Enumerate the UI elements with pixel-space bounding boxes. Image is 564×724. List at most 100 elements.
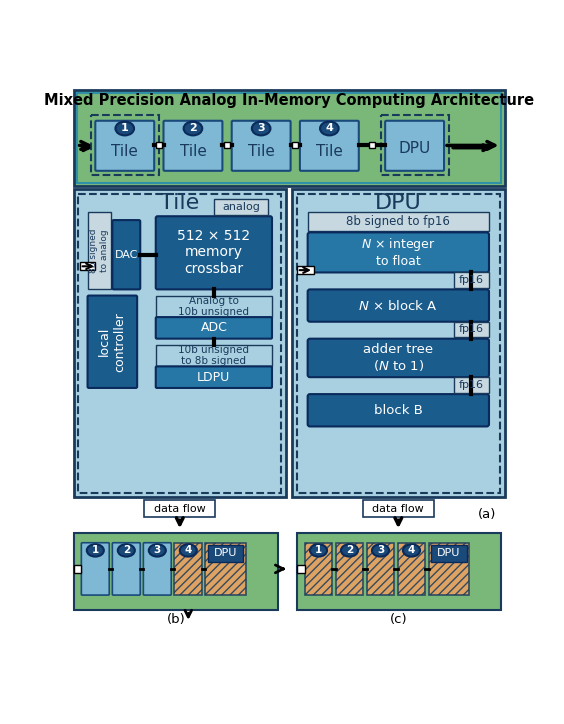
Text: Tile: Tile: [316, 144, 343, 159]
Bar: [208, 545, 243, 562]
Text: ADC: ADC: [200, 321, 227, 334]
FancyBboxPatch shape: [307, 232, 489, 272]
Text: Tile: Tile: [248, 144, 275, 159]
Bar: [292, 189, 505, 497]
FancyBboxPatch shape: [164, 121, 222, 171]
Bar: [381, 114, 449, 175]
Ellipse shape: [184, 122, 202, 135]
Text: 2: 2: [189, 124, 197, 133]
Text: Tile: Tile: [179, 144, 206, 159]
Text: Tile: Tile: [111, 144, 138, 159]
Text: 4: 4: [408, 545, 415, 555]
FancyBboxPatch shape: [87, 295, 137, 388]
Bar: [144, 500, 215, 518]
Text: (a): (a): [478, 508, 497, 521]
Text: DPU: DPU: [399, 141, 431, 156]
Bar: [297, 565, 305, 573]
Text: fp16: fp16: [459, 275, 484, 285]
Ellipse shape: [341, 544, 358, 557]
Bar: [297, 534, 501, 610]
Text: Analog to
10b unsigned: Analog to 10b unsigned: [178, 295, 249, 317]
FancyBboxPatch shape: [307, 394, 489, 426]
Text: 8b signed
to analog: 8b signed to analog: [90, 229, 109, 273]
Bar: [454, 321, 489, 337]
Ellipse shape: [118, 544, 135, 557]
Text: 4: 4: [325, 124, 333, 133]
Text: LDPU: LDPU: [197, 371, 231, 384]
Text: data flow: data flow: [154, 504, 206, 514]
Text: 3: 3: [377, 545, 384, 555]
Ellipse shape: [149, 544, 166, 557]
Bar: [454, 272, 489, 288]
Bar: [454, 377, 489, 392]
Bar: [297, 266, 314, 274]
Bar: [307, 212, 489, 231]
FancyBboxPatch shape: [112, 543, 140, 595]
Text: 3: 3: [257, 124, 265, 133]
Text: fp16: fp16: [459, 324, 484, 334]
Text: block B: block B: [374, 404, 423, 417]
Bar: [429, 543, 469, 595]
Text: DPU: DPU: [214, 549, 237, 558]
Text: 1: 1: [121, 124, 129, 133]
FancyBboxPatch shape: [385, 121, 444, 171]
Text: 4: 4: [184, 545, 192, 555]
Text: 2: 2: [123, 545, 130, 555]
Text: 512 × 512
memory
crossbar: 512 × 512 memory crossbar: [177, 230, 250, 276]
Text: analog: analog: [222, 202, 260, 212]
Text: Tile: Tile: [160, 193, 200, 213]
Text: (b): (b): [166, 613, 186, 626]
FancyBboxPatch shape: [232, 121, 290, 171]
Text: 2: 2: [346, 545, 353, 555]
Ellipse shape: [87, 544, 104, 557]
Ellipse shape: [116, 122, 134, 135]
Ellipse shape: [403, 544, 420, 557]
Ellipse shape: [310, 544, 327, 557]
Bar: [156, 143, 162, 148]
Bar: [73, 534, 278, 610]
Bar: [91, 114, 159, 175]
Bar: [367, 543, 394, 595]
FancyBboxPatch shape: [156, 216, 272, 290]
Bar: [431, 545, 466, 562]
Bar: [369, 143, 375, 148]
FancyBboxPatch shape: [112, 220, 140, 290]
Bar: [73, 189, 286, 497]
Bar: [336, 543, 363, 595]
Bar: [156, 345, 272, 366]
Ellipse shape: [320, 122, 338, 135]
Bar: [214, 199, 268, 215]
Text: DPU: DPU: [375, 193, 422, 213]
Bar: [297, 194, 500, 492]
Text: local
controller: local controller: [98, 312, 126, 371]
Text: 10b unsigned
to 8b signed: 10b unsigned to 8b signed: [178, 345, 249, 366]
Bar: [73, 90, 505, 186]
Bar: [224, 143, 230, 148]
Text: 8b signed to fp16: 8b signed to fp16: [346, 215, 450, 228]
FancyBboxPatch shape: [156, 317, 272, 339]
FancyBboxPatch shape: [95, 121, 154, 171]
Text: $N$ × integer
to float: $N$ × integer to float: [361, 237, 435, 269]
FancyBboxPatch shape: [300, 121, 359, 171]
Ellipse shape: [252, 122, 271, 135]
Text: data flow: data flow: [372, 504, 424, 514]
Bar: [174, 543, 202, 595]
Ellipse shape: [372, 544, 389, 557]
Bar: [305, 543, 332, 595]
Text: 3: 3: [153, 545, 161, 555]
Bar: [292, 143, 298, 148]
Text: 1: 1: [315, 545, 322, 555]
Ellipse shape: [180, 544, 197, 557]
FancyBboxPatch shape: [81, 543, 109, 595]
Text: fp16: fp16: [459, 380, 484, 390]
Bar: [73, 565, 81, 573]
Bar: [363, 500, 434, 518]
Text: Mixed Precision Analog In-Memory Computing Architecture: Mixed Precision Analog In-Memory Computi…: [44, 93, 534, 109]
Text: adder tree
($N$ to 1): adder tree ($N$ to 1): [363, 342, 433, 373]
FancyBboxPatch shape: [143, 543, 171, 595]
FancyBboxPatch shape: [307, 290, 489, 321]
Bar: [77, 93, 501, 183]
Bar: [78, 194, 281, 492]
Bar: [205, 543, 246, 595]
Bar: [156, 295, 272, 317]
